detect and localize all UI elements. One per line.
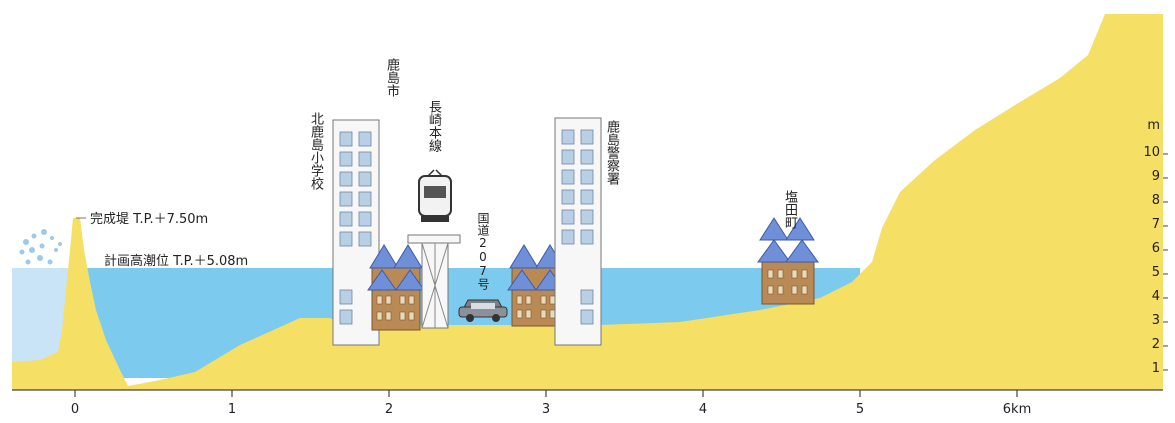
y-tick-10: 10 [1143, 145, 1160, 160]
x-tick-5: 5 [855, 402, 865, 417]
land-profile [12, 14, 1163, 390]
police-building [554, 117, 602, 346]
y-tick-9: 9 [1151, 169, 1160, 184]
house-cluster-center [507, 244, 565, 327]
house-cluster-right [757, 217, 819, 305]
x-tick-2: 2 [384, 402, 394, 417]
x-axis-ticks [74, 390, 1018, 397]
levee-label: 完成堤 T.P.＋7.50m [90, 212, 209, 227]
y-tick-5: 5 [1151, 265, 1160, 280]
rail-label: 長崎本線 [426, 100, 441, 152]
x-tick-4: 4 [698, 402, 708, 417]
y-tick-6: 6 [1151, 241, 1160, 256]
rail-viaduct [407, 234, 461, 329]
x-tick-1: 1 [227, 402, 237, 417]
x-tick-3: 3 [541, 402, 551, 417]
y-tick-7: 7 [1151, 217, 1160, 232]
y-tick-8: 8 [1151, 193, 1160, 208]
police-label: 鹿島警察署 [604, 120, 619, 185]
school-label: 北鹿島小学校 [308, 112, 323, 190]
tide-label: 計画高潮位 T.P.＋5.08m [104, 254, 249, 269]
y-tick-2: 2 [1151, 337, 1160, 352]
y-tick-3: 3 [1151, 313, 1160, 328]
road-label: 国道207号 [476, 212, 490, 290]
y-scale-ticks [1163, 153, 1168, 371]
y-tick-4: 4 [1151, 289, 1160, 304]
car-icon [458, 299, 508, 322]
wave-spray-icon [19, 229, 62, 265]
train-icon [418, 169, 452, 222]
y-unit-label: m [1147, 118, 1160, 133]
y-tick-1: 1 [1151, 361, 1160, 376]
school-building [332, 119, 380, 346]
town-label: 塩田町 [782, 190, 797, 229]
x-tick-6km: 6km [1002, 402, 1032, 417]
city-label: 鹿島市 [384, 58, 399, 97]
house-cluster-left [367, 244, 425, 331]
x-tick-0: 0 [70, 402, 80, 417]
